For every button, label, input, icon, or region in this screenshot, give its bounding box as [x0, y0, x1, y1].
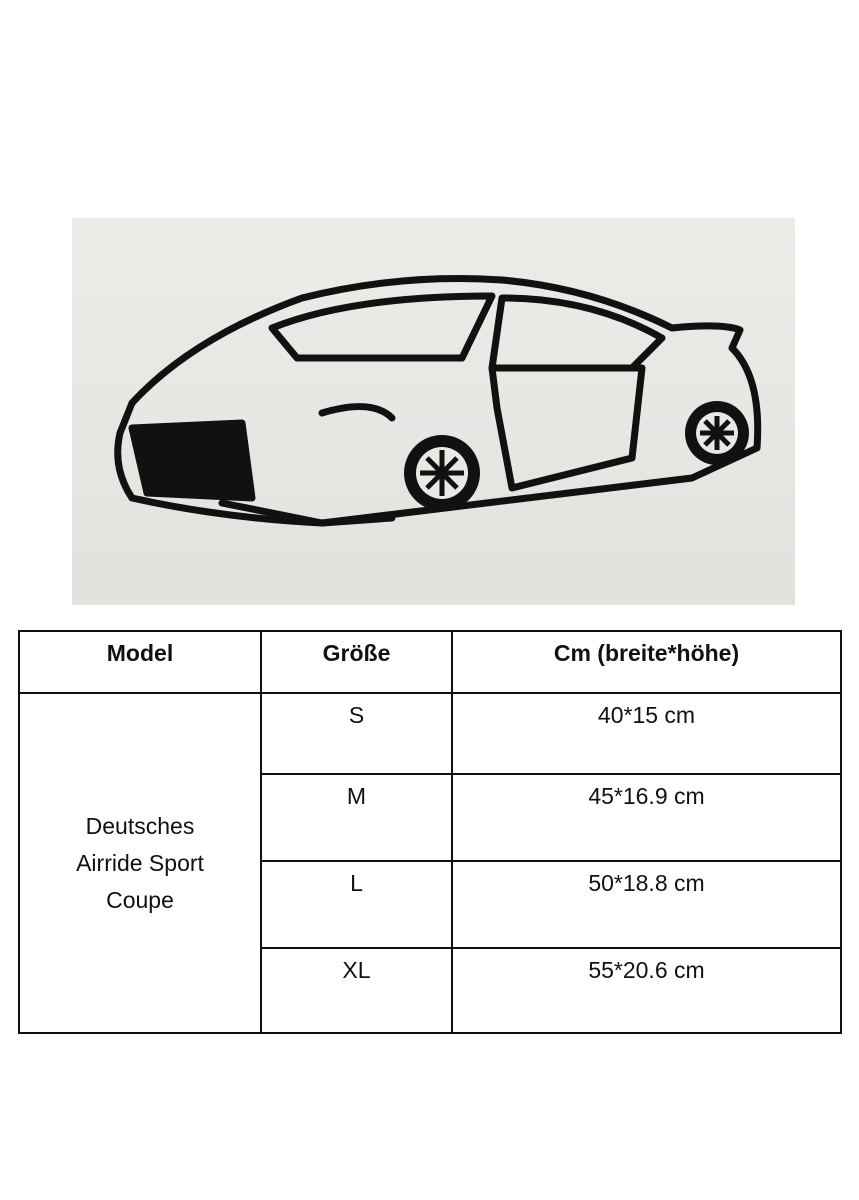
size-cell: L	[260, 860, 453, 949]
table-header-row: Model Größe Cm (breite*höhe)	[18, 630, 842, 694]
size-cell: XL	[260, 947, 453, 1034]
table-row: M 45*16.9 cm	[19, 773, 842, 862]
dims-cell: 50*18.8 cm	[451, 860, 842, 949]
size-cell: S	[260, 692, 453, 775]
size-cell: M	[260, 773, 453, 862]
car-silhouette-image	[114, 274, 762, 527]
dims-cell: 45*16.9 cm	[451, 773, 842, 862]
header-size: Größe	[260, 630, 453, 694]
dims-cell: 40*15 cm	[451, 692, 842, 775]
table-row: XL 55*20.6 cm	[19, 947, 842, 1034]
table-row: L 50*18.8 cm	[19, 860, 842, 949]
header-model: Model	[18, 630, 262, 694]
model-name: Deutsches Airride Sport Coupe	[76, 812, 204, 913]
model-cell: Deutsches Airride Sport Coupe	[18, 692, 262, 1034]
header-dimensions: Cm (breite*höhe)	[451, 630, 842, 694]
dims-cell: 55*20.6 cm	[451, 947, 842, 1034]
table-row: Deutsches Airride Sport Coupe S 40*15 cm	[18, 692, 842, 1034]
size-table: Model Größe Cm (breite*höhe) Deutsches A…	[18, 630, 842, 1034]
product-photo	[72, 218, 795, 605]
